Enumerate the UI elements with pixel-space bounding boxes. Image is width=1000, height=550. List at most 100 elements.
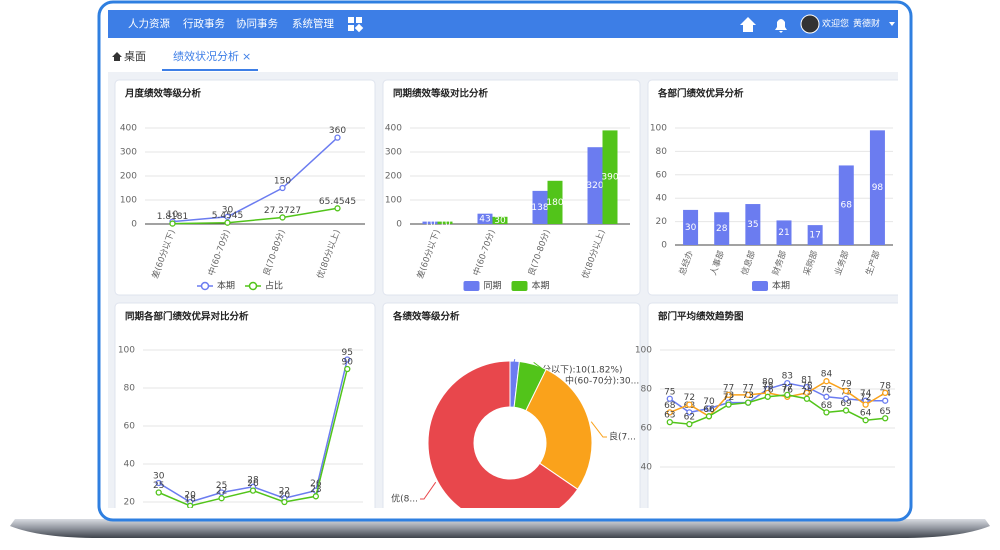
bell-icon[interactable] [775,19,787,33]
point [169,220,176,227]
nav-item[interactable]: 系统管理 [292,17,334,30]
point [279,214,286,221]
legend-swatch [248,281,258,291]
legend-label: 占比 [265,280,283,292]
data-label: 28 [716,224,728,234]
data-label: 20 [184,491,196,501]
data-label: 75 [801,387,812,397]
dropdown-arrow[interactable] [889,22,895,26]
legend-swatch [200,281,210,291]
leader-line [590,421,607,438]
chart-panel [647,79,898,296]
data-label: 5.4545 [212,211,244,221]
point [842,387,850,395]
chart-panel [114,302,376,508]
chart-title: 各绩效等级分析 [392,311,460,323]
point [686,401,693,408]
data-label: 80 [762,378,774,388]
data-label: 1.8181 [157,212,189,222]
y-tick-label: 20 [124,498,136,508]
data-label: 30 [494,216,506,226]
data-label: 64 [860,409,872,419]
point [823,393,830,400]
y-tick-label: 100 [118,346,135,356]
nav-item[interactable]: 协同事务 [236,17,278,30]
point [744,391,752,399]
user-name[interactable]: 黄德财 [853,18,880,30]
line [669,382,886,414]
data-label: 10 [424,218,436,228]
point [803,383,811,391]
y-tick-label: 200 [120,172,137,182]
data-label: 320 [586,181,603,191]
legend-label: 本期 [772,280,790,292]
tab-close[interactable]: × [242,50,251,63]
point [218,495,225,502]
chart-title: 各部门绩效优异分析 [657,88,744,100]
slice-label: 中(60-70分):30... [565,375,639,387]
tab-active[interactable]: 绩效状况分析 [173,49,239,63]
y-tick-label: 80 [124,384,136,394]
donut-slice [525,368,593,490]
y-tick-label: 100 [120,196,137,206]
point [281,498,288,506]
data-label: 72 [723,393,734,403]
data-label: 23 [310,485,321,495]
apps-icon[interactable] [348,17,364,33]
y-tick-label: 0 [131,220,137,230]
point [705,413,713,420]
data-label: 98 [872,183,884,193]
y-tick-label: 100 [650,124,667,134]
data-label: 360 [329,126,346,136]
data-label: 76 [821,385,833,395]
data-label: 65.4545 [319,197,356,207]
point [218,489,225,496]
point [334,134,341,141]
y-tick-label: 60 [124,422,136,432]
nav-item[interactable]: 人力资源 [128,17,170,30]
point [249,487,257,494]
avatar[interactable] [800,14,820,34]
data-label: 26 [310,479,322,489]
tab[interactable]: 桌面 [124,50,146,63]
point [842,407,850,414]
y-tick-label: 60 [656,170,668,180]
data-label: 72 [860,393,871,403]
data-label: 81 [801,376,812,386]
point [344,365,351,373]
point [334,205,341,212]
laptop-base [10,519,990,538]
y-tick-label: 100 [385,196,402,206]
data-label: 22 [279,487,290,497]
y-tick-label: 300 [385,148,402,158]
chart-panel [647,302,898,508]
data-label: 30 [685,223,697,233]
chart-title: 部门平均绩效趋势图 [658,311,744,323]
data-label: 72 [684,393,695,403]
data-label: 138 [531,203,548,213]
nav-item[interactable]: 行政事务 [183,17,225,30]
data-label: 83 [782,372,793,382]
data-label: 10 [439,218,451,228]
point [312,493,320,500]
point [725,401,732,408]
slice-label: 良(7... [609,431,636,443]
data-label: 68 [841,201,853,211]
y-tick-label: 0 [396,220,402,230]
point [725,391,732,399]
point [686,420,693,428]
home-icon[interactable] [740,17,756,32]
y-tick-label: 40 [656,194,668,204]
data-label: 75 [664,387,675,397]
point [666,409,673,416]
tab-bar [108,38,898,72]
data-label: 76 [782,385,794,395]
bar [745,204,761,245]
legend-swatch [463,281,480,291]
y-tick-label: 80 [656,147,668,157]
line [669,394,886,425]
data-label: 68 [821,401,833,411]
point [803,395,811,402]
point [803,389,811,397]
